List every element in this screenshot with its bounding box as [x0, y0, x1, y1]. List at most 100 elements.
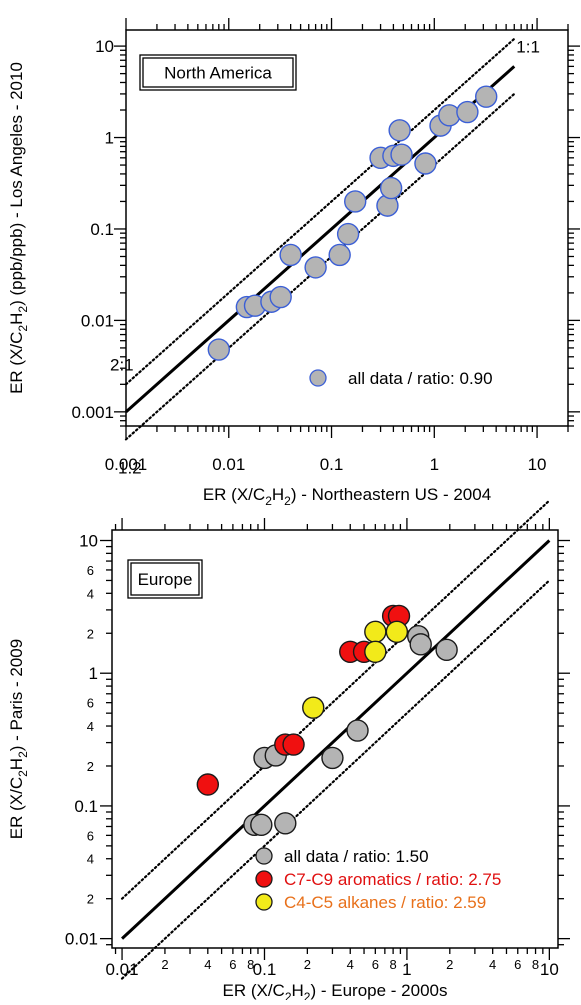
x-minor-tick-label: 6: [229, 957, 236, 972]
y-minor-tick-label: 2: [87, 626, 94, 641]
y-tick-label: 0.01: [81, 311, 114, 330]
x-minor-tick-label: 4: [347, 957, 354, 972]
x-minor-tick-label: 2: [304, 957, 311, 972]
data-point: [250, 813, 273, 837]
data-point: [302, 696, 325, 719]
x-minor-tick-label: 8: [532, 957, 539, 972]
legend-label: C4-C5 alkanes / ratio: 2.59: [284, 893, 486, 912]
legend: all data / ratio: 0.90: [309, 369, 493, 388]
data-point: [336, 222, 360, 246]
data-point: [304, 256, 327, 279]
data-points: [196, 604, 458, 837]
panel-label-box-outer: [127, 559, 203, 599]
data-point: [269, 285, 292, 309]
data-point: [196, 773, 220, 796]
ref-line-label: 2:1: [110, 355, 134, 374]
axis-ticks: [114, 18, 580, 438]
panel-label-box-outer: [139, 54, 297, 91]
data-point: [388, 119, 411, 142]
x-minor-tick-label: 2: [161, 957, 168, 972]
x-tick-label: 0.1: [253, 960, 277, 979]
data-point: [456, 100, 479, 124]
x-tick-label: 0.1: [320, 455, 344, 474]
y-minor-tick-label: 4: [87, 852, 94, 867]
x-tick-label: 0.01: [106, 960, 139, 979]
x-axis-title: ER (X/C2H2) - Northeastern US - 2004: [203, 485, 491, 508]
y-axis-title: ER (X/C2H2) - Paris - 2009: [7, 639, 30, 839]
y-tick-label: 0.1: [74, 797, 98, 816]
legend-label: C7-C9 aromatics / ratio: 2.75: [284, 870, 501, 889]
data-point: [379, 176, 403, 200]
y-tick-label: 10: [79, 532, 98, 551]
y-minor-tick-label: 2: [87, 892, 94, 907]
x-axis-title: ER (X/C2H2) - Europe - 2000s: [222, 981, 447, 1000]
data-point: [364, 640, 387, 664]
y-tick-label: 1: [105, 129, 114, 148]
panel-label-box-inner: [130, 562, 200, 596]
x-minor-tick-label: 6: [514, 957, 521, 972]
y-minor-tick-label: 6: [87, 696, 94, 711]
y-tick-label: 0.001: [71, 403, 114, 422]
data-point: [414, 152, 437, 175]
y-minor-tick-label: 6: [87, 828, 94, 843]
data-point: [274, 812, 297, 835]
ref-line-label: 1:2: [118, 458, 142, 477]
x-tick-label: 10: [528, 455, 547, 474]
ref-line-2-1: [124, 37, 516, 386]
x-minor-tick-label: 2: [446, 957, 453, 972]
plot-frame: [111, 529, 559, 949]
ref-line-1-1: [121, 539, 551, 940]
data-point: [321, 746, 344, 770]
data-point: [435, 638, 458, 662]
data-points: [207, 85, 498, 361]
data-point: [344, 190, 367, 213]
y-minor-tick-label: 4: [87, 586, 94, 601]
legend-marker: [255, 870, 273, 888]
data-point: [364, 620, 387, 644]
panel-label-box-inner: [142, 57, 294, 88]
x-minor-tick-label: 8: [390, 957, 397, 972]
data-point: [390, 143, 413, 166]
x-minor-tick-label: 6: [372, 957, 379, 972]
y-axis-title: ER (X/C2H2) (ppb/ppb) - Los Angeles - 20…: [7, 62, 30, 394]
data-point: [207, 338, 231, 361]
data-point: [409, 633, 432, 656]
x-minor-tick-label: 8: [247, 957, 254, 972]
legend-marker: [255, 893, 273, 911]
x-tick-label: 0.01: [212, 455, 245, 474]
plot-frame: [125, 29, 569, 427]
y-tick-label: 0.1: [90, 220, 114, 239]
ref-line-label: 1:1: [516, 37, 540, 56]
x-tick-label: 0.001: [105, 455, 148, 474]
data-point: [328, 243, 351, 267]
data-point: [438, 104, 461, 127]
x-tick-label: 10: [540, 960, 559, 979]
legend-marker: [309, 369, 327, 387]
y-minor-tick-label: 4: [87, 719, 94, 734]
reference-lines: 1:1 2:1 1:2: [110, 37, 540, 477]
x-tick-label: 1: [402, 960, 411, 979]
ref-line-1-2: [120, 579, 551, 980]
ref-line-2-1: [120, 499, 551, 900]
data-point: [385, 620, 409, 644]
data-point: [346, 719, 369, 742]
ref-line-1-2: [124, 92, 516, 441]
y-tick-label: 1: [89, 664, 98, 683]
y-tick-label: 10: [95, 37, 114, 56]
x-minor-tick-label: 4: [489, 957, 496, 972]
data-point: [282, 733, 305, 756]
legend-label: all data / ratio: 1.50: [284, 847, 429, 866]
data-point: [279, 243, 302, 267]
legend: all data / ratio: 1.50 C7-C9 aromatics / …: [255, 847, 501, 912]
x-minor-tick-label: 4: [204, 957, 211, 972]
panel-north-america: 0.001 0.01 0.1 1 10 0.001 0.01 0.1 1 10 ER (X/C2H2…: [7, 18, 580, 508]
legend-label: all data / ratio: 0.90: [348, 369, 493, 388]
y-minor-tick-label: 2: [87, 759, 94, 774]
panel-label: North America: [164, 64, 272, 83]
y-tick-label: 0.01: [65, 930, 98, 949]
x-tick-label: 1: [430, 455, 439, 474]
panel-label: Europe: [138, 570, 193, 589]
legend-marker: [255, 847, 273, 865]
